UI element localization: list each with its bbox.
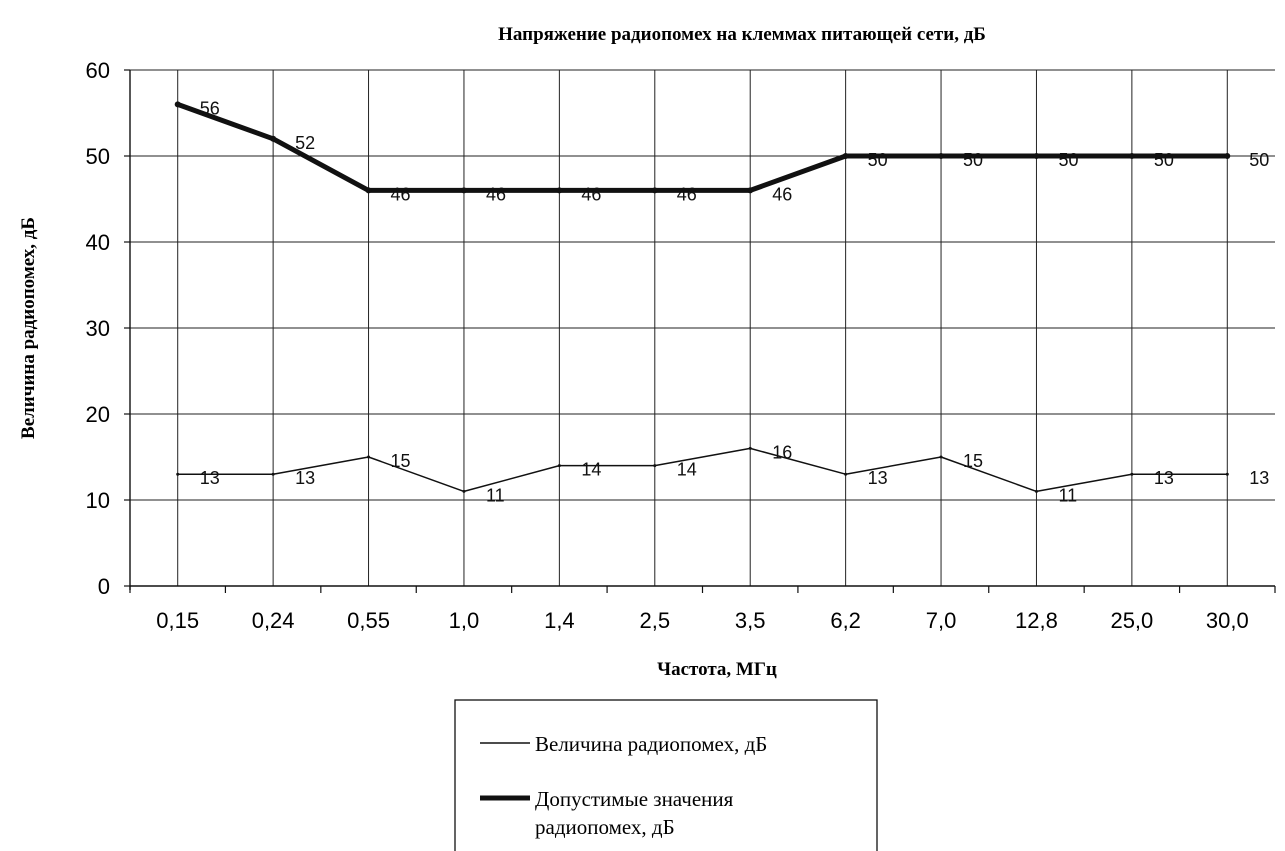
y-tick-label: 10 — [86, 488, 110, 513]
y-tick-label: 0 — [98, 574, 110, 599]
measured-data-label: 11 — [486, 485, 505, 505]
limit-point — [556, 187, 563, 194]
y-axis-label: Величина радиопомех, дБ — [18, 217, 39, 439]
x-tick-label: 2,5 — [639, 608, 670, 633]
measured-data-label: 15 — [391, 451, 411, 471]
measured-point — [367, 455, 371, 459]
limit-data-label: 50 — [963, 150, 983, 170]
measured-point — [557, 464, 561, 468]
limit-data-label: 50 — [1154, 150, 1174, 170]
limit-data-label: 50 — [1249, 150, 1269, 170]
data-labels: 13 13 15 11 14 14 16 13 15 11 13 13 56 52 46 46 46 46 46 50… — [200, 98, 1270, 505]
limit-point — [174, 101, 181, 108]
limit-point — [747, 187, 754, 194]
measured-data-label: 13 — [868, 468, 888, 488]
grid — [130, 69, 1275, 586]
limit-data-label: 50 — [868, 150, 888, 170]
limit-data-label: 46 — [391, 184, 411, 204]
legend-label-limit: Допустимые значения радиопомех, дБ — [535, 787, 739, 839]
limit-data-label: 50 — [1058, 150, 1078, 170]
x-axis-label: Частота, МГц — [657, 659, 777, 680]
x-tick-label: 0,24 — [252, 608, 295, 633]
limit-data-label: 46 — [486, 184, 506, 204]
measured-data-label: 14 — [581, 460, 601, 480]
measured-point — [1130, 472, 1134, 476]
limit-data-label: 56 — [200, 98, 220, 118]
x-tick-label: 1,4 — [544, 608, 575, 633]
chart-title: Напряжение радиопомех на клеммах питающе… — [498, 24, 986, 45]
limit-data-label: 46 — [581, 184, 601, 204]
x-tick-label: 0,55 — [347, 608, 390, 633]
measured-point — [748, 446, 752, 450]
limit-point — [651, 187, 658, 194]
x-tick-label: 12,8 — [1015, 608, 1058, 633]
limit-point — [1128, 153, 1135, 159]
y-tick-label: 40 — [86, 230, 110, 255]
measured-data-label: 16 — [772, 442, 792, 462]
y-tick-label: 60 — [86, 58, 110, 83]
legend: Величина радиопомех, дБ Допустимые значе… — [454, 699, 878, 851]
measured-point — [1225, 472, 1229, 476]
legend-label-limit-line1: Допустимые значения — [535, 787, 734, 811]
measured-series-line — [176, 447, 1229, 493]
x-tick-label: 30,0 — [1206, 608, 1249, 633]
measured-data-label: 13 — [1154, 468, 1174, 488]
measured-data-label: 11 — [1058, 485, 1077, 505]
legend-label-measured: Величина радиопомех, дБ — [535, 732, 767, 756]
measured-point — [653, 464, 657, 468]
x-tick-label: 1,0 — [449, 608, 480, 633]
measured-data-label: 13 — [1249, 468, 1269, 488]
measured-point — [462, 489, 466, 493]
x-tick-label: 7,0 — [926, 608, 957, 633]
measured-data-label: 13 — [200, 468, 220, 488]
x-tick-label: 6,2 — [830, 608, 861, 633]
measured-point — [176, 472, 180, 476]
measured-point — [844, 472, 848, 476]
legend-label-limit-line2: радиопомех, дБ — [535, 815, 675, 839]
limit-point — [1224, 153, 1231, 159]
measured-data-label: 13 — [295, 468, 315, 488]
measured-point — [271, 472, 275, 476]
limit-data-label: 52 — [295, 133, 315, 153]
measured-point — [939, 455, 943, 459]
limit-data-label: 46 — [772, 184, 792, 204]
series-lines — [174, 101, 1231, 493]
limit-point — [842, 153, 849, 159]
limit-point — [938, 153, 945, 159]
y-tick-label: 20 — [86, 402, 110, 427]
legend-box — [454, 699, 878, 851]
axes: 0 10 20 30 40 50 60 0,15 0,24 0,55 1,0 1,4 2,5 3,5 6,2… — [86, 58, 1276, 633]
limit-point — [1033, 153, 1040, 159]
limit-point — [460, 187, 467, 194]
measured-data-label: 14 — [677, 460, 697, 480]
y-tick-label: 50 — [86, 144, 110, 169]
measured-data-label: 15 — [963, 451, 983, 471]
x-tick-label: 0,15 — [156, 608, 199, 633]
limit-point — [270, 135, 277, 142]
x-tick-label: 25,0 — [1110, 608, 1153, 633]
limit-series-line — [175, 101, 1230, 193]
limit-point — [365, 187, 372, 194]
y-tick-label: 30 — [86, 316, 110, 341]
x-tick-label: 3,5 — [735, 608, 766, 633]
measured-point — [1034, 489, 1038, 493]
limit-data-label: 46 — [677, 184, 697, 204]
